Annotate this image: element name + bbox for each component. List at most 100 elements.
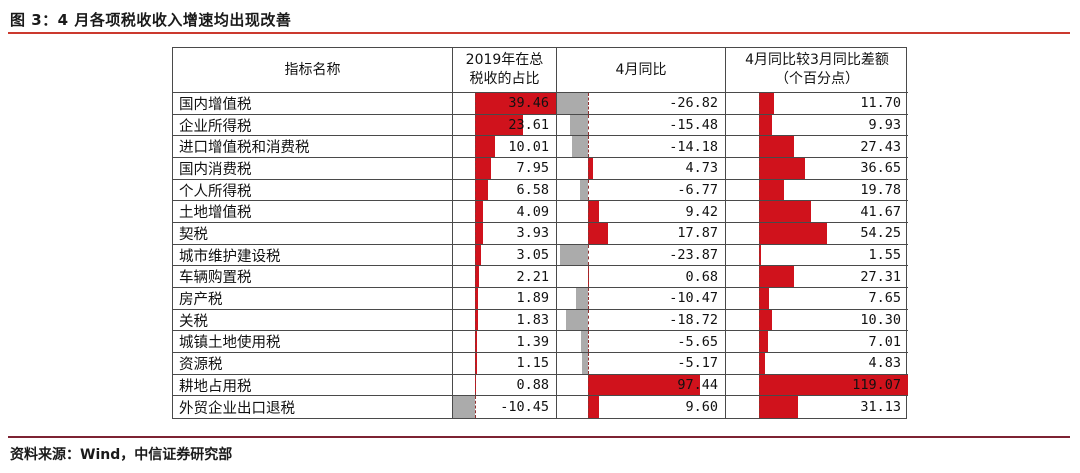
bar-zero-axis-line (474, 266, 476, 287)
value-label: 7.95 (516, 160, 549, 177)
value-label: 6.58 (516, 181, 549, 198)
bar-zero-axis-line (474, 114, 476, 136)
data-bar (474, 266, 480, 287)
data-bar (580, 179, 588, 201)
value-label: 0.68 (685, 268, 718, 285)
bar-zero-axis-line (474, 179, 476, 201)
april-yoy-cell: -23.87 (557, 244, 726, 267)
bar-zero-axis-line (474, 352, 476, 374)
data-bar (759, 396, 799, 418)
data-bar (575, 287, 588, 309)
data-bar (587, 201, 599, 222)
diff-vs-march-cell: 7.65 (726, 287, 908, 310)
data-bar (581, 331, 588, 352)
data-bar (570, 114, 588, 136)
diff-vs-march-cell: 41.67 (726, 201, 908, 223)
april-yoy-cell: 9.42 (557, 201, 726, 223)
bar-zero-axis-line (759, 287, 761, 309)
value-label: 7.65 (868, 290, 901, 307)
data-bar (474, 201, 483, 222)
value-label: 97.44 (677, 376, 718, 393)
value-label: 17.87 (677, 225, 718, 242)
data-bar (474, 157, 491, 179)
data-bar (759, 331, 769, 352)
april-yoy-cell: -14.18 (557, 136, 726, 158)
bar-zero-axis-line (474, 244, 476, 266)
bar-zero-axis-line (587, 201, 589, 222)
value-label: 39.46 (508, 95, 549, 112)
indicator-name-cell: 企业所得税 (173, 114, 453, 137)
value-label: 36.65 (860, 160, 901, 177)
data-bar (759, 374, 908, 396)
data-bar (759, 201, 812, 222)
figure-title: 图 3：4 月各项税收收入增速均出现改善 (10, 11, 292, 29)
share-2019-cell: 1.39 (453, 331, 557, 353)
bar-zero-axis-line (759, 352, 761, 374)
bar-zero-axis-line (587, 93, 589, 114)
value-label: -14.18 (669, 138, 718, 155)
april-yoy-cell: 97.44 (557, 374, 726, 397)
value-label: 2.21 (516, 268, 549, 285)
indicator-name-cell: 房产税 (173, 287, 453, 310)
data-bar (759, 352, 766, 374)
footer-rule-divider (8, 436, 1070, 438)
bar-zero-axis-line (759, 222, 761, 244)
bar-zero-axis-line (759, 331, 761, 352)
header-share-2019: 2019年在总税收的占比 (453, 48, 557, 93)
diff-vs-march-cell: 7.01 (726, 331, 908, 353)
diff-vs-march-cell: 10.30 (726, 309, 908, 332)
value-label: 4.83 (868, 355, 901, 372)
april-yoy-cell: -5.65 (557, 331, 726, 353)
indicator-name-cell: 国内消费税 (173, 157, 453, 180)
indicator-name-cell: 资源税 (173, 352, 453, 375)
data-bar (759, 179, 785, 201)
april-yoy-cell: 0.68 (557, 266, 726, 288)
value-label: 7.01 (868, 333, 901, 350)
share-2019-cell: 0.88 (453, 374, 557, 397)
data-bar (453, 396, 475, 418)
header-indicator-name: 指标名称 (173, 48, 453, 93)
share-2019-cell: 4.09 (453, 201, 557, 223)
bar-zero-axis-line (474, 331, 476, 352)
april-yoy-cell: 9.60 (557, 396, 726, 418)
value-label: 10.01 (508, 138, 549, 155)
data-bar (587, 396, 599, 418)
value-label: 4.09 (516, 203, 549, 220)
indicator-name-cell: 耕地占用税 (173, 374, 453, 397)
diff-vs-march-cell: 54.25 (726, 222, 908, 245)
bar-zero-axis-line (759, 136, 761, 157)
data-bar (571, 136, 588, 157)
value-label: -6.77 (677, 181, 718, 198)
value-label: 10.30 (860, 311, 901, 328)
diff-vs-march-cell: 119.07 (726, 374, 908, 397)
bar-zero-axis-line (759, 179, 761, 201)
value-label: -5.65 (677, 333, 718, 350)
value-label: 1.55 (868, 246, 901, 263)
data-bar (759, 309, 773, 331)
indicator-name-cell: 契税 (173, 222, 453, 245)
data-bar (474, 222, 483, 244)
header-april-yoy: 4月同比 (557, 48, 726, 93)
bar-zero-axis-line (587, 309, 589, 331)
data-bar (474, 179, 489, 201)
bar-zero-axis-line (587, 222, 589, 244)
bar-zero-axis-line (587, 244, 589, 266)
value-label: -15.48 (669, 116, 718, 133)
bar-zero-axis-line (759, 244, 761, 266)
bar-zero-axis-line (759, 396, 761, 418)
bar-zero-axis-line (759, 309, 761, 331)
bar-zero-axis-line (759, 114, 761, 136)
indicator-name-cell: 车辆购置税 (173, 266, 453, 288)
bar-zero-axis-line (474, 136, 476, 157)
title-rule-divider (8, 32, 1070, 34)
value-label: -23.87 (669, 246, 718, 263)
bar-zero-axis-line (474, 157, 476, 179)
diff-vs-march-cell: 19.78 (726, 179, 908, 202)
value-label: 3.05 (516, 246, 549, 263)
share-2019-cell: 39.46 (453, 93, 557, 115)
data-bar (587, 157, 594, 179)
april-yoy-cell: -18.72 (557, 309, 726, 332)
data-bar (474, 331, 478, 352)
share-2019-cell: 1.83 (453, 309, 557, 332)
value-label: 4.73 (685, 160, 718, 177)
